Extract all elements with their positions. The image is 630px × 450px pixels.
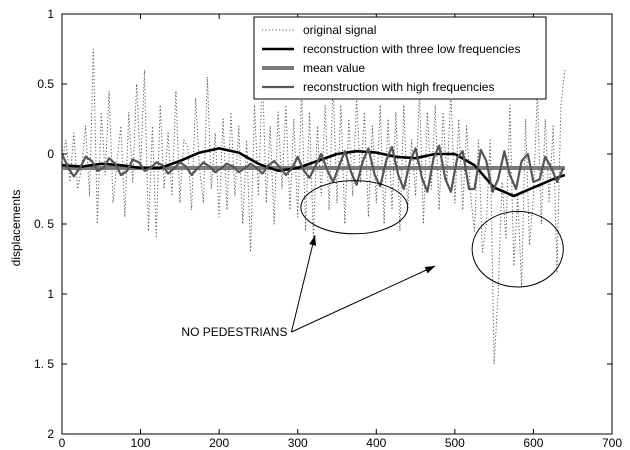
x-tick-label: 100: [131, 436, 151, 450]
y-tick-label: 0.5: [37, 77, 54, 91]
annotation-arrow-1: [290, 235, 316, 333]
y-tick-label: 2: [47, 427, 54, 441]
series-line-4: [60, 144, 565, 193]
annotation-arrow-2: [291, 265, 436, 333]
annotation-ellipse-2: [471, 210, 564, 288]
series-layer: [60, 48, 566, 365]
annotation-arrowhead-2: [424, 266, 436, 274]
legend-label-3: mean value: [303, 61, 365, 75]
x-tick-label: 600: [523, 436, 543, 450]
x-tick-label: 200: [209, 436, 229, 450]
legend-label-1: original signal: [303, 23, 376, 37]
legend-label-2: reconstruction with three low frequencie…: [303, 42, 520, 56]
y-tick-label: 0: [47, 147, 54, 161]
annotation-text: NO PEDESTRIANS: [181, 325, 287, 339]
y-tick-label: 1. 5: [34, 357, 54, 371]
x-tick-label: 0: [59, 436, 66, 450]
x-tick-label: 400: [366, 436, 386, 450]
y-axis-label: displacements: [9, 190, 23, 267]
y-tick-label: 0. 5: [34, 217, 54, 231]
annotation-arrowhead-1: [309, 235, 317, 246]
axes-layer: 0 100 200 300 400 500 600 700 1 0.5 0 0. 5 1 1. 5 2: [34, 7, 622, 450]
series-line-1: [61, 48, 566, 365]
x-tick-label: 700: [602, 436, 622, 450]
y-tick-label: 1: [47, 287, 54, 301]
annotation-layer: NO PEDESTRIANS: [181, 180, 564, 339]
annotation-ellipse-1: [300, 180, 409, 235]
legend: original signal reconstruction with three…: [253, 16, 547, 100]
y-tick-label: 1: [47, 7, 54, 21]
x-tick-label: 300: [288, 436, 308, 450]
legend-label-4: reconstruction with high frequencies: [303, 80, 494, 94]
x-tick-label: 500: [445, 436, 465, 450]
legend-box: [253, 16, 547, 100]
